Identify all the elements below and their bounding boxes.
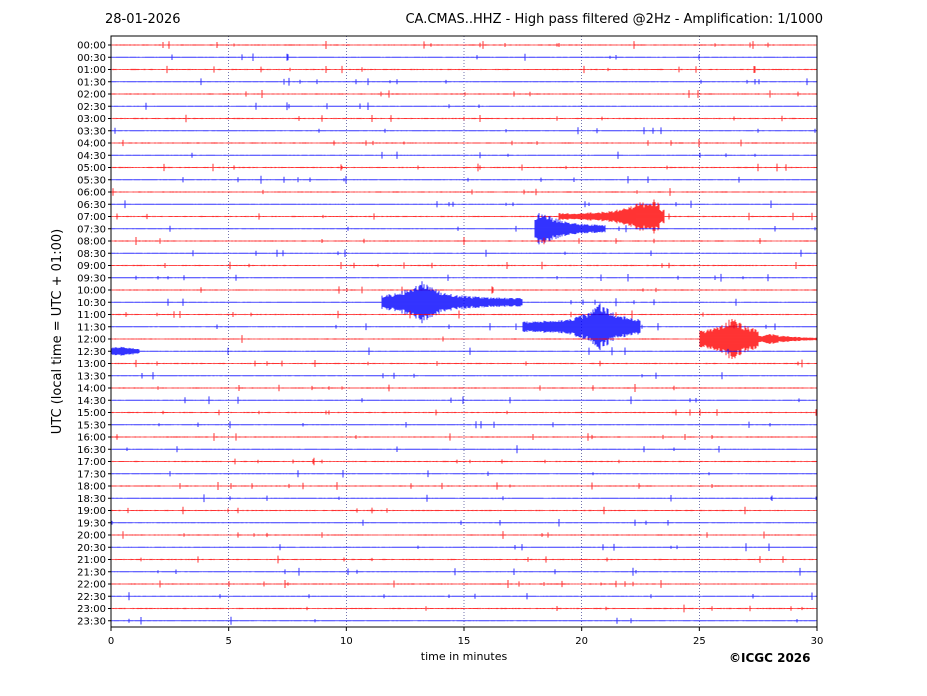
x-tick-label: 20 xyxy=(575,636,588,647)
x-tick-label: 0 xyxy=(108,636,114,647)
x-axis: 0 5 10 15 20 25 30 xyxy=(108,627,824,647)
y-tick-label: 09:30 xyxy=(77,273,106,284)
trace-2130 xyxy=(110,567,818,576)
trace-2300 xyxy=(110,604,818,613)
y-tick-label: 07:00 xyxy=(77,212,106,223)
y-tick-label: 10:30 xyxy=(77,298,106,309)
trace-1700 xyxy=(110,457,818,466)
y-tick-label: 22:00 xyxy=(77,580,106,591)
y-tick-label: 17:00 xyxy=(77,457,106,468)
x-tick-label: 15 xyxy=(458,636,471,647)
y-tick-label: 16:00 xyxy=(77,433,106,444)
trace-2230 xyxy=(110,592,818,601)
y-tick-label: 11:30 xyxy=(77,322,106,333)
y-tick-label: 10:00 xyxy=(77,286,106,297)
y-tick-label: 12:30 xyxy=(77,347,106,358)
trace-0500 xyxy=(110,163,818,172)
trace-0530 xyxy=(110,175,818,184)
y-tick-label: 18:00 xyxy=(77,482,106,493)
trace-2330 xyxy=(110,616,818,625)
y-tick-label: 16:30 xyxy=(77,445,106,456)
y-tick-label: 08:00 xyxy=(77,237,106,248)
y-tick-label: 00:30 xyxy=(77,53,106,64)
y-tick-label: 23:00 xyxy=(77,604,106,615)
trace-0800 xyxy=(110,237,818,245)
x-tick-label: 30 xyxy=(811,636,824,647)
y-tick-label: 19:00 xyxy=(77,506,106,517)
trace-0300 xyxy=(110,114,818,123)
trace-0330 xyxy=(110,127,818,135)
y-tick-label: 20:30 xyxy=(77,543,106,554)
y-tick-label: 15:00 xyxy=(77,408,106,419)
y-tick-label: 15:30 xyxy=(77,420,106,431)
y-tick-label: 01:30 xyxy=(77,77,106,88)
y-tick-label: 05:00 xyxy=(77,163,106,174)
trace-1630 xyxy=(110,445,818,454)
y-tick-label: 02:30 xyxy=(77,102,106,113)
y-tick-label: 06:00 xyxy=(77,188,106,199)
y-tick-label: 05:30 xyxy=(77,175,106,186)
trace-1600 xyxy=(110,433,818,441)
trace-0900 xyxy=(110,261,818,270)
y-tick-label: 03:30 xyxy=(77,126,106,137)
y-tick-label: 03:00 xyxy=(77,114,106,125)
y-tick-label: 06:30 xyxy=(77,200,106,211)
copyright-notice: ©ICGC 2026 xyxy=(729,651,811,665)
y-tick-label: 21:30 xyxy=(77,567,106,578)
y-tick-label: 09:00 xyxy=(77,261,106,272)
trace-2100 xyxy=(110,555,818,564)
y-tick-label: 01:00 xyxy=(77,65,106,76)
x-tick-label: 25 xyxy=(693,636,706,647)
trace-1530 xyxy=(110,421,818,429)
x-tick-label: 10 xyxy=(340,636,353,647)
trace-1000 xyxy=(110,286,818,294)
chart-title: CA.CMAS..HHZ - High pass filtered @2Hz -… xyxy=(405,12,823,27)
y-tick-label: 22:30 xyxy=(77,592,106,603)
y-tick-label: 11:00 xyxy=(77,310,106,321)
y-tick-label: 13:30 xyxy=(77,371,106,382)
y-tick-label: 18:30 xyxy=(77,494,106,505)
y-tick-label: 14:30 xyxy=(77,396,106,407)
trace-1030 xyxy=(110,281,818,324)
trace-0430 xyxy=(110,151,818,159)
y-tick-label: 19:30 xyxy=(77,518,106,529)
y-tick-label: 14:00 xyxy=(77,384,106,395)
trace-0930 xyxy=(110,273,818,282)
y-tick-label: 04:00 xyxy=(77,139,106,150)
y-tick-label: 04:30 xyxy=(77,151,106,162)
y-tick-label: 00:00 xyxy=(77,41,106,52)
y-tick-label: 21:00 xyxy=(77,555,106,566)
y-tick-label: 02:00 xyxy=(77,90,106,101)
trace-2200 xyxy=(110,580,818,588)
y-tick-label: 07:30 xyxy=(77,224,106,235)
y-tick-label: 20:00 xyxy=(77,531,106,542)
trace-2030 xyxy=(110,543,818,552)
y-tick-label: 08:30 xyxy=(77,249,106,260)
x-axis-label: time in minutes xyxy=(421,650,508,663)
time-grid xyxy=(228,36,700,627)
chart-date: 28-01-2026 xyxy=(105,12,181,27)
y-tick-label: 13:00 xyxy=(77,359,106,370)
trace-1100 xyxy=(110,310,818,319)
y-axis-label: UTC (local time = UTC + 01:00) xyxy=(50,229,65,434)
trace-0400 xyxy=(110,139,818,147)
x-tick-label: 5 xyxy=(225,636,231,647)
y-tick-label: 23:30 xyxy=(77,616,106,627)
y-tick-label: 12:00 xyxy=(77,335,106,346)
y-tick-label: 17:30 xyxy=(77,469,106,480)
